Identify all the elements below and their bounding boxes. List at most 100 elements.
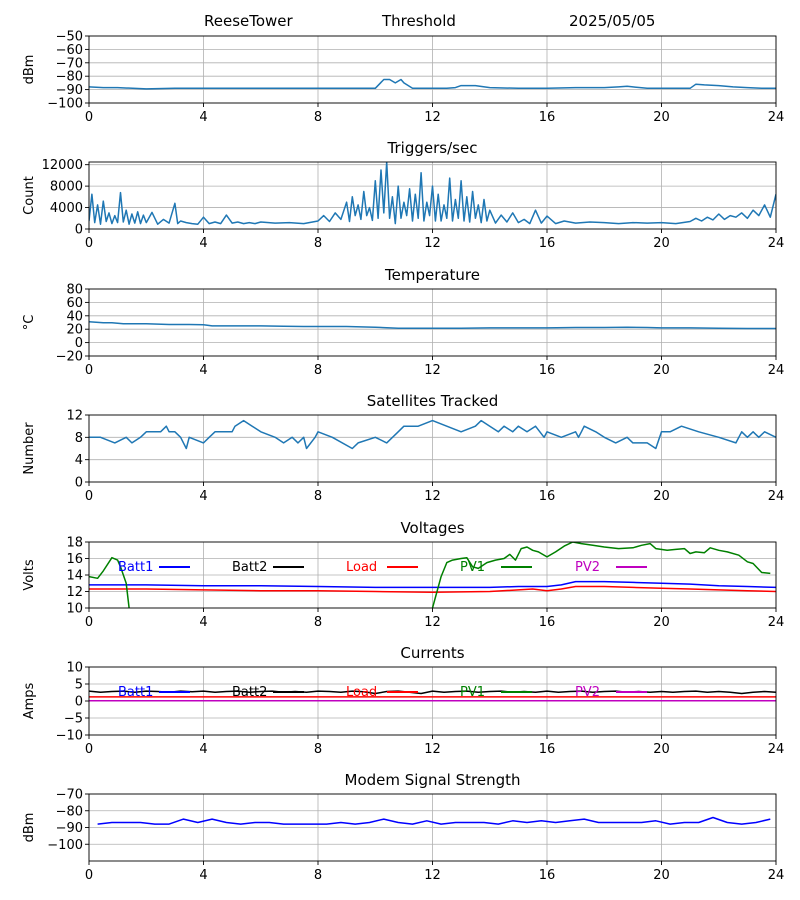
y-tick-label: −10 bbox=[56, 729, 83, 744]
y-tick-label: 4000 bbox=[50, 201, 83, 216]
x-tick-label: 8 bbox=[314, 615, 322, 630]
panel-satellites: 0 4 8 12 16 20 24 0 4 8 12 Satellites Tracked Number bbox=[22, 392, 784, 504]
series-line bbox=[89, 321, 776, 330]
x-tick-label: 24 bbox=[768, 236, 785, 251]
y-axis-label: dBm bbox=[22, 813, 37, 843]
y-axis-label: Volts bbox=[22, 559, 37, 591]
y-tick-label: 80 bbox=[66, 283, 83, 298]
x-tick-label: 0 bbox=[85, 489, 93, 504]
y-axis-label: Amps bbox=[22, 682, 37, 719]
y-axis-label: dBm bbox=[22, 55, 37, 85]
plot-area bbox=[89, 162, 776, 225]
legend-label-load: Load bbox=[346, 685, 377, 700]
legend-label-batt1: Batt1 bbox=[118, 685, 153, 700]
legend-label-pv2: PV2 bbox=[575, 560, 600, 575]
x-tick-label: 4 bbox=[199, 489, 207, 504]
date-label: 2025/05/05 bbox=[569, 12, 656, 30]
x-tick-label: 0 bbox=[85, 363, 93, 378]
y-tick-label: 12 bbox=[66, 409, 83, 424]
x-tick-label: 16 bbox=[539, 363, 556, 378]
y-tick-label: 0 bbox=[75, 336, 83, 351]
y-axis-label: Count bbox=[22, 176, 37, 215]
x-tick-label: 12 bbox=[424, 868, 441, 883]
x-tick-label: 8 bbox=[314, 742, 322, 757]
x-tick-label: 20 bbox=[653, 363, 670, 378]
y-tick-label: 14 bbox=[66, 569, 83, 584]
y-tick-label: 60 bbox=[66, 296, 83, 311]
x-tick-label: 12 bbox=[424, 742, 441, 757]
x-tick-label: 0 bbox=[85, 110, 93, 125]
y-tick-label: 4 bbox=[75, 453, 83, 468]
x-tick-label: 20 bbox=[653, 236, 670, 251]
panel-modem-signal: 0 4 8 12 16 20 24 −100 −90 −80−70 Modem Signal Str… bbox=[22, 771, 784, 883]
series-line-batt1 bbox=[89, 580, 776, 589]
y-tick-label: 12000 bbox=[42, 158, 83, 173]
y-tick-label: 18 bbox=[66, 536, 83, 551]
x-tick-label: 16 bbox=[539, 110, 556, 125]
y-tick-label: −50 bbox=[56, 30, 83, 45]
y-axis-label: Number bbox=[22, 422, 37, 475]
y-tick-label: −100 bbox=[47, 838, 83, 853]
y-tick-label: 40 bbox=[66, 309, 83, 324]
x-tick-label: 4 bbox=[199, 110, 207, 125]
plot-area bbox=[89, 690, 776, 702]
panel-title: Temperature bbox=[384, 266, 480, 284]
x-tick-label: 4 bbox=[199, 742, 207, 757]
x-tick-label: 4 bbox=[199, 615, 207, 630]
legend-label-batt2: Batt2 bbox=[232, 685, 267, 700]
x-tick-label: 0 bbox=[85, 615, 93, 630]
x-tick-label: 4 bbox=[199, 236, 207, 251]
y-tick-label: −100 bbox=[47, 97, 83, 112]
legend-label-pv1: PV1 bbox=[460, 560, 485, 575]
y-tick-label: −90 bbox=[56, 821, 83, 836]
x-tick-label: 24 bbox=[768, 110, 785, 125]
y-tick-label: −90 bbox=[56, 83, 83, 98]
x-tick-label: 20 bbox=[653, 615, 670, 630]
panel-title: Voltages bbox=[400, 519, 464, 537]
y-tick-label: −70 bbox=[56, 788, 83, 803]
y-tick-label: −70 bbox=[56, 56, 83, 71]
panel-title: Currents bbox=[400, 644, 464, 662]
x-tick-label: 12 bbox=[424, 236, 441, 251]
y-tick-label: 0 bbox=[75, 223, 83, 238]
y-axis-label: °C bbox=[22, 315, 37, 331]
legend-label-pv1: PV1 bbox=[460, 685, 485, 700]
plot-area bbox=[97, 816, 771, 825]
series-line-pv1 bbox=[431, 542, 771, 608]
x-tick-label: 24 bbox=[768, 363, 785, 378]
series-line-batt2 bbox=[89, 690, 776, 695]
plot-area bbox=[89, 321, 776, 330]
legend-label-batt2: Batt2 bbox=[232, 560, 267, 575]
x-tick-label: 8 bbox=[314, 868, 322, 883]
x-tick-label: 16 bbox=[539, 615, 556, 630]
panel-title: Modem Signal Strength bbox=[345, 771, 521, 789]
x-tick-label: 12 bbox=[424, 489, 441, 504]
y-tick-label: 20 bbox=[66, 323, 83, 338]
y-tick-label: −20 bbox=[56, 350, 83, 365]
x-tick-label: 16 bbox=[539, 489, 556, 504]
x-tick-label: 20 bbox=[653, 868, 670, 883]
x-tick-label: 4 bbox=[199, 868, 207, 883]
x-tick-label: 8 bbox=[314, 110, 322, 125]
series-line bbox=[89, 419, 776, 450]
y-tick-label: 12 bbox=[66, 585, 83, 600]
plot-area bbox=[89, 419, 776, 450]
x-tick-label: 20 bbox=[653, 489, 670, 504]
x-tick-label: 24 bbox=[768, 489, 785, 504]
legend-label-load: Load bbox=[346, 560, 377, 575]
x-tick-label: 24 bbox=[768, 742, 785, 757]
x-tick-label: 16 bbox=[539, 236, 556, 251]
y-tick-label: 10 bbox=[66, 661, 83, 676]
x-tick-label: 20 bbox=[653, 110, 670, 125]
plot-area bbox=[89, 78, 776, 90]
x-tick-label: 12 bbox=[424, 363, 441, 378]
x-tick-label: 20 bbox=[653, 742, 670, 757]
x-tick-label: 12 bbox=[424, 615, 441, 630]
y-tick-label: 8000 bbox=[50, 180, 83, 195]
panel-rf-signal: 0 4 8 12 16 20 24 −100−90−80−70−60−50 dBm bbox=[22, 30, 784, 126]
station-name: ReeseTower bbox=[204, 12, 293, 30]
x-tick-label: 0 bbox=[85, 742, 93, 757]
